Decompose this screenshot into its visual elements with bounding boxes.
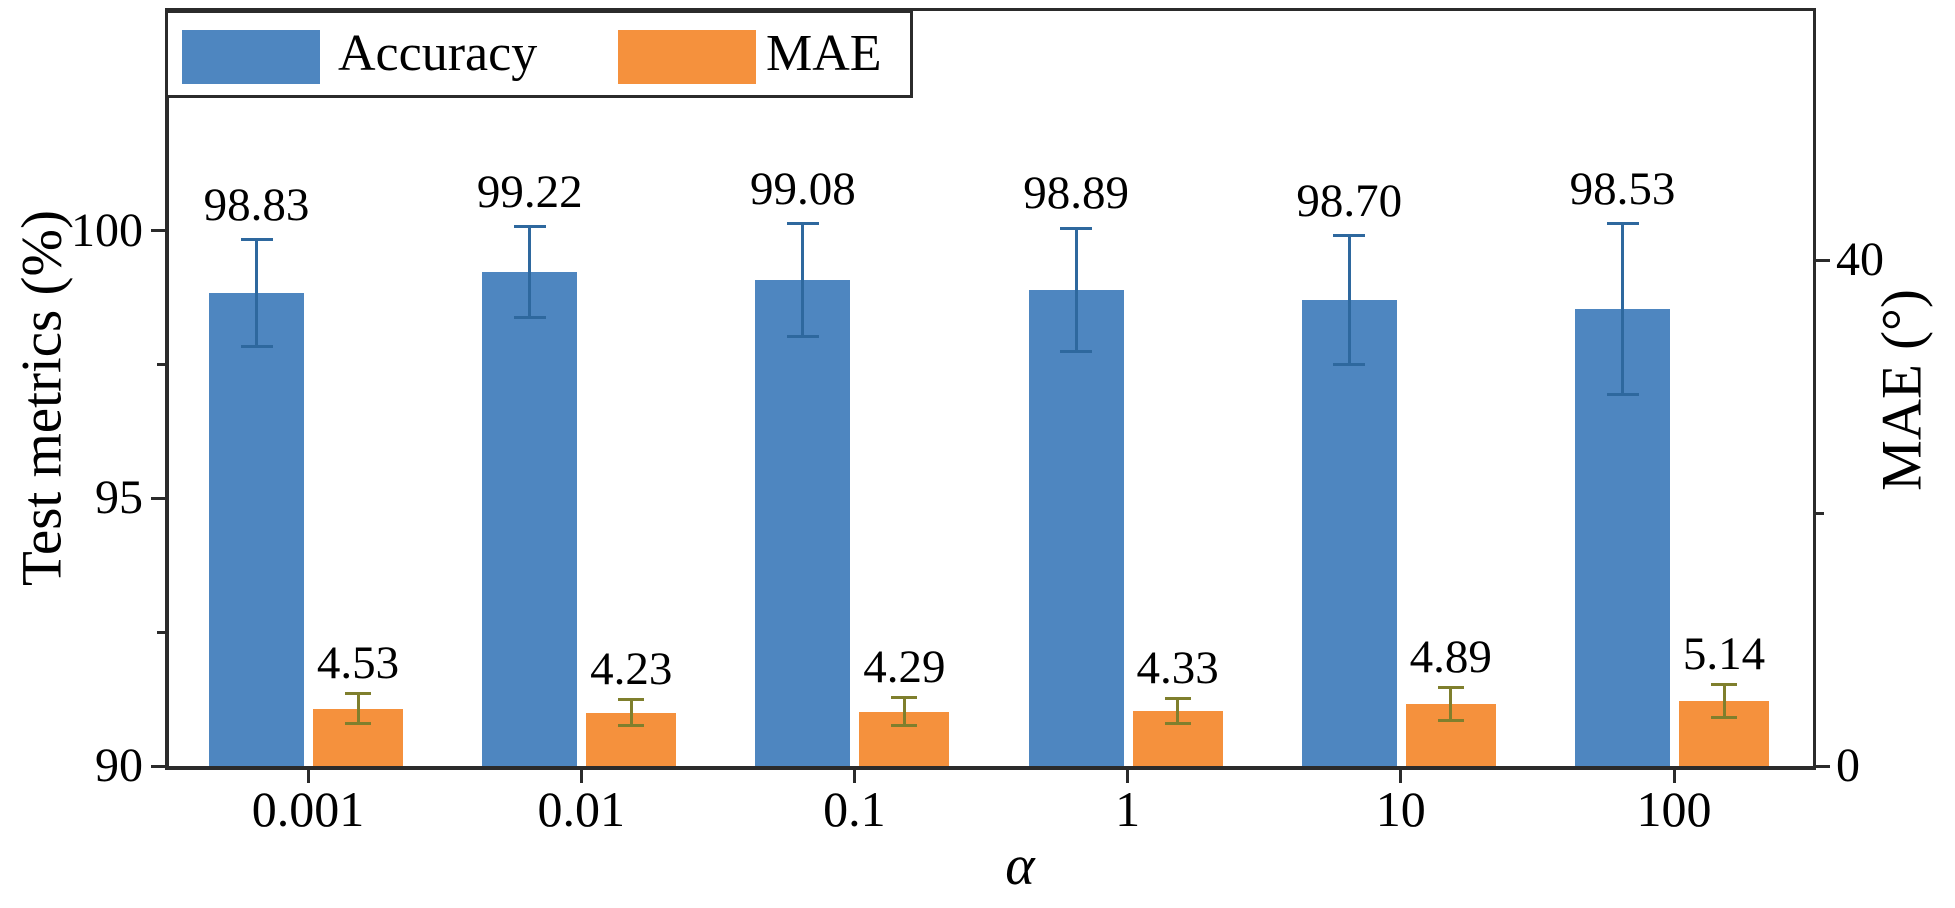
x-axis-tick (306, 770, 310, 783)
x-tick-label: 10 (1375, 781, 1426, 837)
legend-label-accuracy: Accuracy (338, 25, 538, 82)
x-axis-tick (1399, 770, 1403, 783)
x-tick-label: 1 (1115, 781, 1141, 837)
right-tick-label: 40 (1836, 233, 1884, 287)
left-axis-minor-tick (157, 630, 165, 634)
accuracy-error-bar-cap-bottom (1606, 393, 1639, 397)
accuracy-bar (755, 279, 851, 766)
legend-label-mae: MAE (766, 25, 882, 82)
accuracy-error-bar-cap-top (1060, 226, 1093, 230)
accuracy-error-bar-cap-bottom (513, 316, 546, 320)
x-axis-tick (579, 770, 583, 783)
x-tick-label: 0.001 (251, 781, 365, 837)
accuracy-error-bar (1621, 223, 1624, 395)
x-tick-label: 0.1 (823, 781, 886, 837)
accuracy-bar (1301, 300, 1397, 766)
mae-error-bar-cap-bottom (1164, 722, 1191, 726)
right-axis-minor-tick (1816, 511, 1824, 515)
mae-error-bar (356, 693, 360, 724)
x-axis-tick (1126, 770, 1130, 783)
accuracy-bar (209, 293, 304, 766)
accuracy-value-label: 98.53 (1569, 162, 1676, 215)
x-tick-label: 100 (1636, 781, 1712, 837)
mae-value-label: 5.14 (1682, 627, 1766, 680)
mae-error-bar-cap-top (1437, 686, 1464, 690)
x-tick-label: 0.01 (537, 781, 625, 837)
accuracy-error-bar (255, 239, 258, 347)
mae-error-bar (629, 699, 633, 726)
right-tick-label: 0 (1836, 739, 1860, 792)
mae-error-bar-cap-bottom (891, 724, 918, 728)
accuracy-error-bar-cap-top (1333, 234, 1366, 238)
mae-error-bar (1449, 687, 1453, 721)
x-axis-label: α (1005, 835, 1035, 897)
accuracy-value-label: 98.83 (203, 178, 310, 231)
accuracy-value-label: 99.08 (750, 162, 856, 215)
accuracy-error-bar-cap-top (786, 222, 819, 226)
accuracy-value-label: 98.89 (1023, 167, 1129, 220)
right-axis-label: MAE (°) (1870, 289, 1934, 491)
mae-error-bar-cap-bottom (1437, 719, 1464, 723)
accuracy-error-bar-cap-bottom (1060, 350, 1093, 354)
mae-error-bar-cap-bottom (618, 723, 645, 727)
left-tick-label: 100 (71, 203, 143, 257)
mae-value-label: 4.23 (590, 642, 673, 695)
mae-value-label: 4.29 (863, 640, 946, 693)
mae-value-label: 4.89 (1409, 630, 1492, 683)
accuracy-bar (1028, 289, 1124, 766)
mae-error-bar-cap-bottom (1711, 715, 1737, 719)
legend-swatch-accuracy (182, 30, 320, 84)
accuracy-error-bar-cap-bottom (240, 345, 273, 349)
left-axis-label: Test metrics (%) (10, 210, 74, 586)
accuracy-error-bar-cap-top (513, 225, 546, 229)
right-axis-tick (1816, 764, 1830, 768)
left-tick-label: 95 (95, 471, 143, 525)
mae-error-bar-cap-top (891, 696, 918, 700)
accuracy-error-bar-cap-top (240, 238, 273, 242)
x-axis-tick (852, 770, 856, 783)
mae-error-bar-cap-top (1711, 683, 1737, 687)
mae-error-bar-cap-top (345, 692, 371, 696)
left-axis-minor-tick (157, 362, 165, 366)
legend-swatch-mae (618, 30, 756, 84)
mae-value-label: 4.53 (316, 636, 400, 689)
mae-value-label: 4.33 (1136, 641, 1219, 694)
accuracy-error-bar (528, 226, 532, 318)
mae-error-bar (902, 697, 906, 726)
plot-content: 98.83 4.53 99.22 4.23 99.08 4.29 98.89 4.33 98.7… (169, 11, 1813, 766)
right-axis-tick (1816, 258, 1830, 262)
left-axis-tick (151, 764, 165, 768)
accuracy-value-label: 98.70 (1296, 174, 1403, 227)
accuracy-error-bar (1347, 235, 1351, 365)
left-axis-tick (151, 496, 165, 500)
legend: Accuracy MAE (165, 10, 913, 98)
accuracy-value-label: 99.22 (476, 165, 583, 218)
x-axis-tick (1672, 770, 1676, 783)
mae-error-bar-cap-bottom (345, 722, 371, 726)
mae-error-bar (1176, 698, 1180, 724)
accuracy-bar (482, 272, 578, 766)
accuracy-error-bar (801, 223, 805, 337)
left-axis-tick (151, 229, 165, 233)
plot-area: 98.83 4.53 99.22 4.23 99.08 4.29 98.89 4.33 98.7… (165, 8, 1816, 770)
accuracy-error-bar-cap-bottom (1333, 362, 1366, 366)
mae-error-bar-cap-top (618, 698, 645, 702)
left-tick-label: 90 (95, 739, 143, 792)
accuracy-error-bar-cap-bottom (786, 334, 819, 338)
accuracy-error-bar (1074, 228, 1078, 352)
mae-error-bar-cap-top (1164, 697, 1191, 701)
mae-error-bar (1722, 684, 1726, 718)
accuracy-error-bar-cap-top (1606, 222, 1639, 226)
